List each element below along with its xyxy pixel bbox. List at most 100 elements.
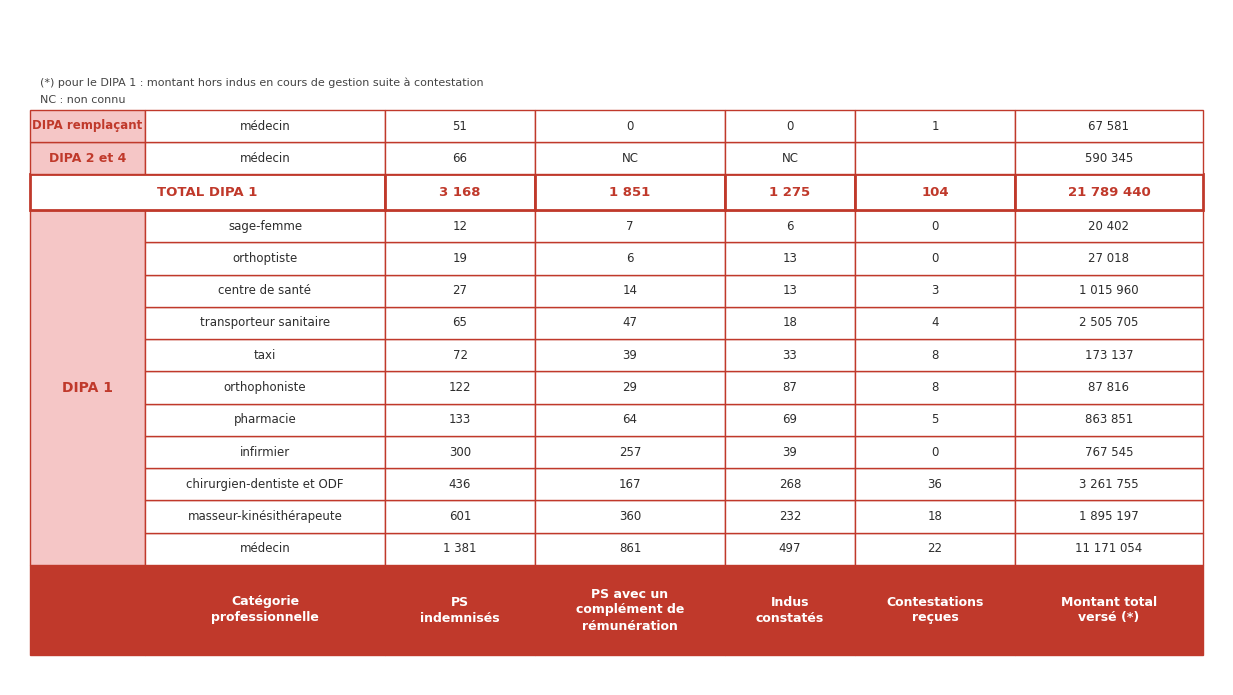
Text: 87: 87: [783, 381, 798, 394]
Text: 1 381: 1 381: [443, 542, 477, 555]
Text: 13: 13: [783, 252, 798, 265]
Bar: [1015, 436, 1203, 468]
Text: 0: 0: [931, 220, 938, 233]
Bar: [854, 275, 1015, 306]
Text: 64: 64: [623, 414, 637, 426]
Bar: [145, 436, 385, 468]
Bar: [535, 371, 725, 404]
Text: 4: 4: [931, 316, 938, 329]
Text: 601: 601: [449, 510, 471, 523]
Bar: [535, 533, 725, 565]
Text: 69: 69: [783, 414, 798, 426]
Text: 21 789 440: 21 789 440: [1068, 186, 1150, 199]
Text: 8: 8: [931, 381, 938, 394]
Bar: [725, 533, 854, 565]
Bar: [385, 210, 535, 243]
Text: transporteur sanitaire: transporteur sanitaire: [200, 316, 330, 329]
Text: 36: 36: [927, 478, 942, 491]
Text: chirurgien-dentiste et ODF: chirurgien-dentiste et ODF: [186, 478, 344, 491]
Bar: [725, 110, 854, 142]
Bar: [854, 500, 1015, 533]
Text: 122: 122: [449, 381, 471, 394]
Bar: [854, 306, 1015, 339]
Bar: [854, 110, 1015, 142]
Text: 1 895 197: 1 895 197: [1079, 510, 1139, 523]
Text: médecin: médecin: [239, 152, 291, 165]
Bar: [854, 533, 1015, 565]
Text: orthophoniste: orthophoniste: [223, 381, 306, 394]
Bar: [145, 339, 385, 371]
Text: 11 171 054: 11 171 054: [1075, 542, 1143, 555]
Text: 173 137: 173 137: [1085, 349, 1133, 361]
Bar: [30, 565, 145, 655]
Bar: [535, 142, 725, 174]
Bar: [854, 468, 1015, 500]
Bar: [725, 142, 854, 174]
Bar: [535, 306, 725, 339]
Bar: [725, 404, 854, 436]
Text: 1 275: 1 275: [769, 186, 810, 199]
Bar: [535, 110, 725, 142]
Text: DIPA 1: DIPA 1: [62, 380, 113, 395]
Text: 19: 19: [453, 252, 467, 265]
Bar: [854, 174, 1015, 210]
Bar: [145, 210, 385, 243]
Bar: [725, 468, 854, 500]
Text: NC: NC: [782, 152, 799, 165]
Bar: [1015, 174, 1203, 210]
Bar: [145, 110, 385, 142]
Bar: [725, 210, 854, 243]
Bar: [30, 174, 385, 210]
Bar: [145, 243, 385, 275]
Bar: [854, 565, 1015, 655]
Text: 1 015 960: 1 015 960: [1079, 284, 1139, 297]
Bar: [1015, 306, 1203, 339]
Bar: [1015, 243, 1203, 275]
Text: DIPA 2 et 4: DIPA 2 et 4: [49, 152, 126, 165]
Text: 87 816: 87 816: [1089, 381, 1129, 394]
Text: 0: 0: [626, 120, 634, 133]
Bar: [535, 404, 725, 436]
Bar: [1015, 275, 1203, 306]
Bar: [535, 275, 725, 306]
Bar: [854, 210, 1015, 243]
Text: TOTAL DIPA 1: TOTAL DIPA 1: [158, 186, 258, 199]
Text: 20 402: 20 402: [1089, 220, 1129, 233]
Text: 590 345: 590 345: [1085, 152, 1133, 165]
Text: 300: 300: [449, 445, 471, 459]
Text: 27: 27: [453, 284, 467, 297]
Bar: [535, 174, 725, 210]
Bar: [145, 404, 385, 436]
Bar: [725, 371, 854, 404]
Text: 436: 436: [449, 478, 471, 491]
Text: (*) pour le DIPA 1 : montant hors indus en cours de gestion suite à contestation: (*) pour le DIPA 1 : montant hors indus …: [39, 77, 483, 88]
Bar: [725, 243, 854, 275]
Text: infirmier: infirmier: [240, 445, 290, 459]
Text: masseur-kinésithérapeute: masseur-kinésithérapeute: [187, 510, 343, 523]
Text: 13: 13: [783, 284, 798, 297]
Bar: [854, 371, 1015, 404]
Bar: [1015, 339, 1203, 371]
Text: 497: 497: [779, 542, 801, 555]
Text: pharmacie: pharmacie: [233, 414, 296, 426]
Bar: [1015, 533, 1203, 565]
Bar: [535, 243, 725, 275]
Bar: [854, 436, 1015, 468]
Text: 0: 0: [931, 445, 938, 459]
Text: 133: 133: [449, 414, 471, 426]
Text: Catégorie
professionnelle: Catégorie professionnelle: [211, 596, 319, 625]
Bar: [30, 210, 145, 565]
Text: 257: 257: [619, 445, 641, 459]
Bar: [1015, 371, 1203, 404]
Text: Montant total
versé (*): Montant total versé (*): [1060, 596, 1157, 625]
Text: 33: 33: [783, 349, 798, 361]
Text: 1 851: 1 851: [609, 186, 651, 199]
Text: 65: 65: [453, 316, 467, 329]
Text: 72: 72: [453, 349, 467, 361]
Bar: [145, 533, 385, 565]
Text: 2 505 705: 2 505 705: [1079, 316, 1139, 329]
Text: 39: 39: [623, 349, 637, 361]
Text: 3: 3: [931, 284, 938, 297]
Text: 51: 51: [453, 120, 467, 133]
Text: 6: 6: [787, 220, 794, 233]
